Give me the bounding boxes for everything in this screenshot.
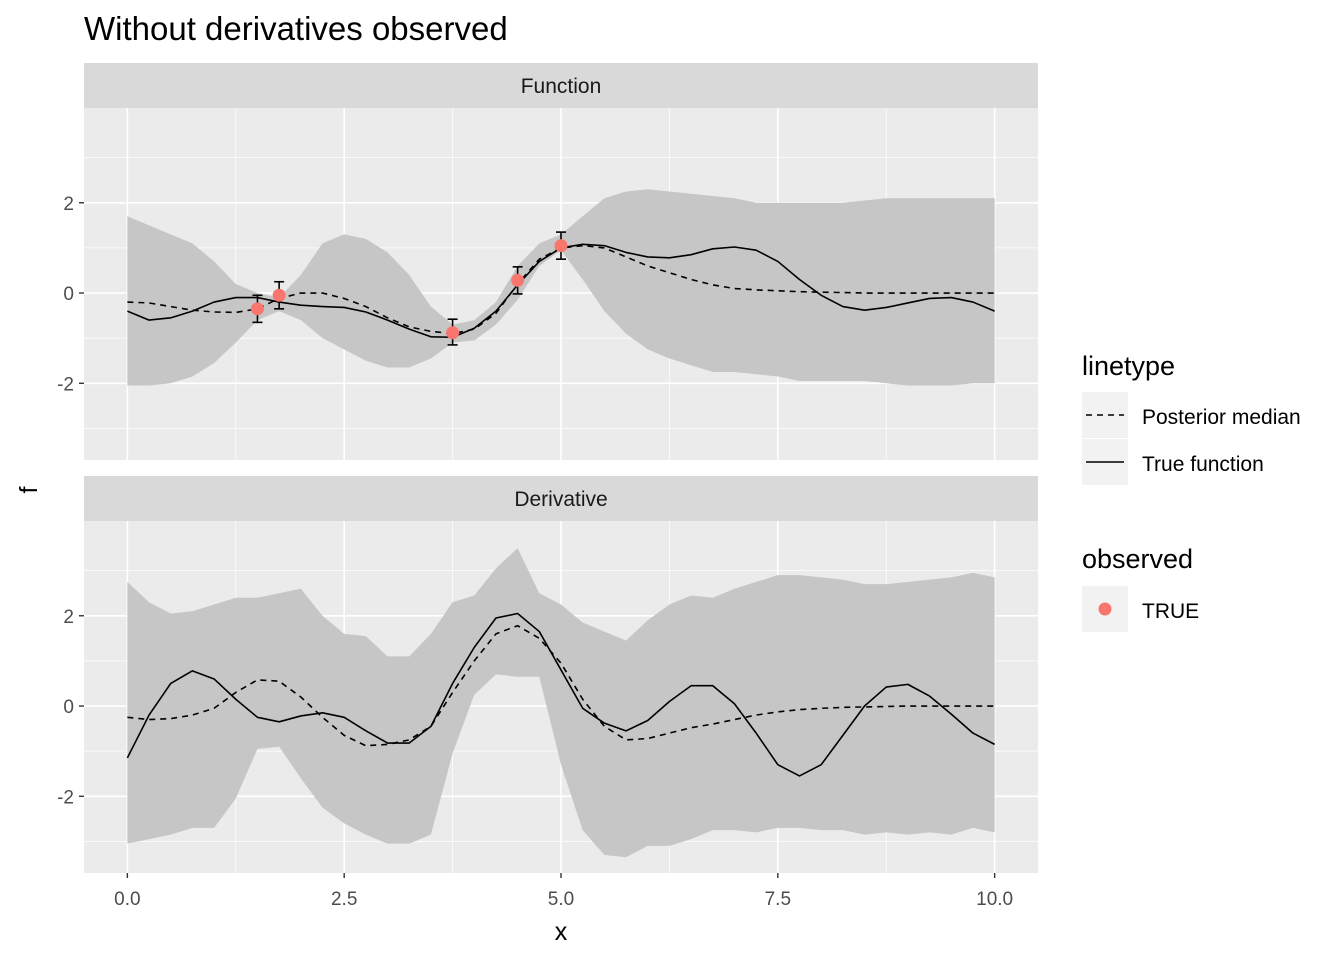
observation-point [511, 273, 525, 287]
x-tick-label: 10.0 [976, 889, 1013, 910]
x-tick-label: 7.5 [765, 889, 791, 910]
observation-point [272, 288, 286, 302]
credible-band [127, 189, 995, 386]
y-tick-label: 0 [63, 284, 74, 305]
strip-derivative-bg [84, 476, 1038, 521]
legend-key-observed-true [1098, 602, 1112, 616]
panel-function-ribbon [127, 189, 995, 386]
legend-label-observed-true: TRUE [1142, 600, 1199, 623]
legend-linetype-title: linetype [1082, 351, 1175, 381]
panel-derivative-ribbon [127, 548, 995, 858]
panel-function-observations [250, 231, 568, 346]
panel-derivative-y-axis: -2 0 2 [57, 607, 84, 808]
y-tick-label: 0 [63, 697, 74, 718]
panel-derivative-lines [126, 612, 996, 777]
observation-point [250, 302, 264, 316]
x-tick-label: 5.0 [548, 889, 574, 910]
legend-label-posterior-median: Posterior median [1142, 406, 1301, 429]
legend: linetype Posterior median True function … [1082, 351, 1301, 632]
panel-derivative: Derivative -2 0 2 [57, 476, 1038, 873]
x-axis: 0.0 2.5 5.0 7.5 10.0 [114, 873, 1013, 910]
observation-point [446, 326, 460, 340]
y-axis-title: f [15, 486, 43, 493]
y-tick-label: 2 [63, 607, 74, 628]
panel-function-y-axis: -2 0 2 [57, 194, 84, 395]
y-tick-label: -2 [57, 787, 74, 808]
strip-function-label: Function [521, 75, 602, 98]
panel-function: Function -2 0 2 [57, 63, 1038, 460]
strip-derivative-label: Derivative [514, 488, 607, 511]
x-tick-label: 2.5 [331, 889, 357, 910]
y-tick-label: 2 [63, 194, 74, 215]
credible-band [127, 548, 995, 858]
legend-label-true-function: True function [1142, 453, 1264, 476]
x-axis-title: x [555, 918, 568, 946]
series-posterior-median [127, 624, 995, 747]
observation-point [554, 239, 568, 253]
legend-observed-title: observed [1082, 544, 1193, 574]
chart-title: Without derivatives observed [84, 10, 508, 47]
series-true-function [126, 612, 996, 777]
y-tick-label: -2 [57, 374, 74, 395]
strip-function-bg [84, 63, 1038, 108]
series-posterior-median [127, 244, 995, 335]
x-tick-label: 0.0 [114, 889, 140, 910]
